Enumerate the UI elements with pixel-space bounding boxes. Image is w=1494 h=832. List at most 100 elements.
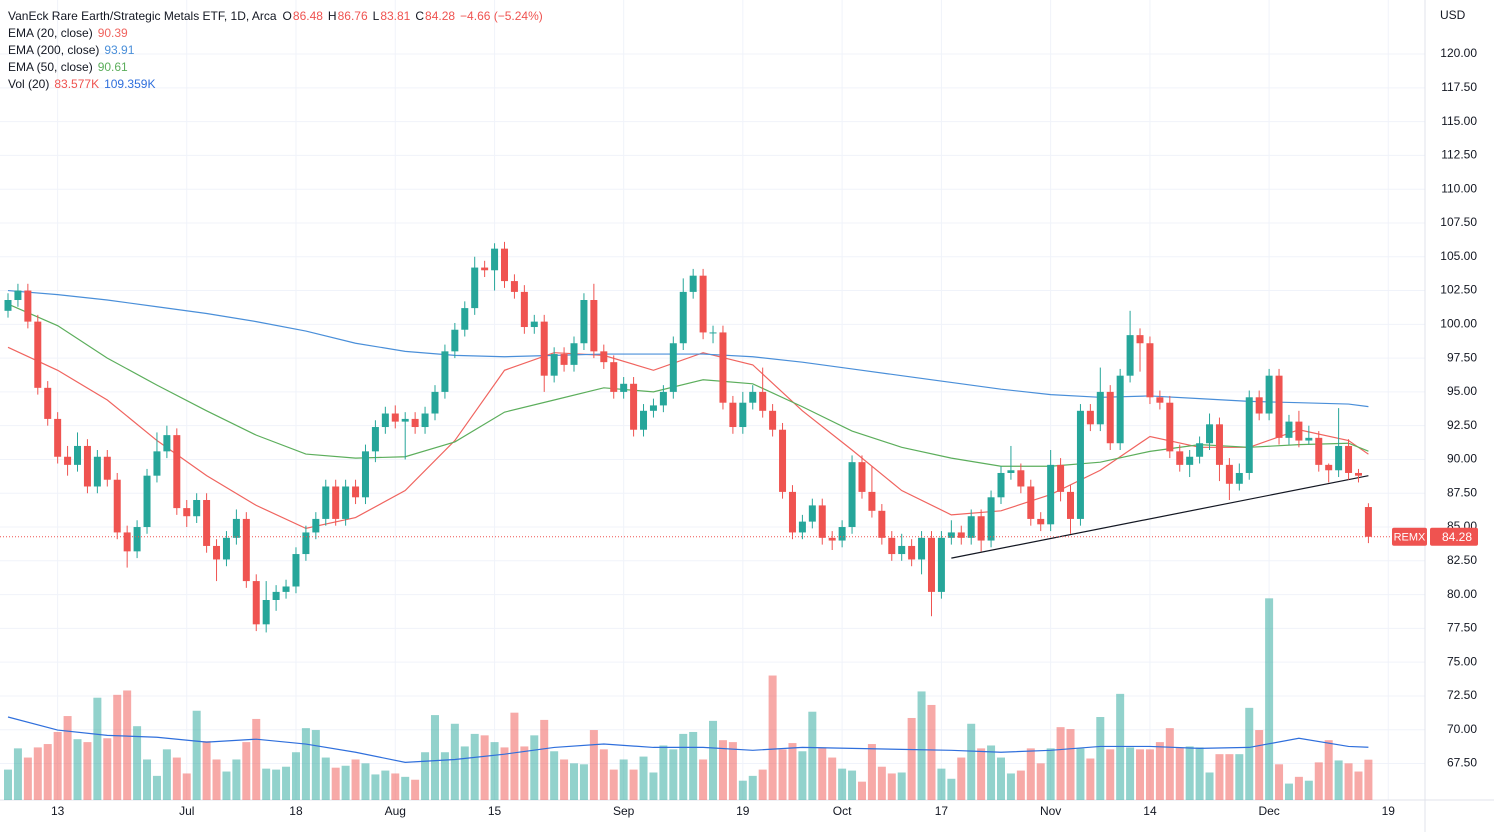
candle-body <box>34 321 42 388</box>
candle-body <box>679 291 687 344</box>
candle-body <box>640 410 648 430</box>
candle-body <box>689 275 697 292</box>
ema-line <box>7 303 1369 467</box>
x-tick-label: Nov <box>1040 804 1061 818</box>
candle-body <box>501 248 508 282</box>
candle-body <box>381 413 389 428</box>
candle-body <box>1037 518 1045 525</box>
volume-bar <box>987 745 996 800</box>
candle-body <box>788 491 796 533</box>
candle-body <box>659 391 667 406</box>
volume-bar <box>252 718 261 800</box>
volume-bar <box>1294 776 1303 800</box>
indicator-value: 109.359K <box>104 77 156 91</box>
volume-bar <box>391 773 400 800</box>
candle-body <box>530 321 538 328</box>
volume-bar <box>63 716 72 800</box>
candle-body <box>947 532 955 538</box>
volume-bar <box>947 778 956 800</box>
volume-bar <box>4 769 12 800</box>
volume-bar <box>291 752 300 800</box>
y-tick-label: 120.00 <box>1440 46 1477 60</box>
volume-bar <box>212 759 221 800</box>
volume-bar <box>351 759 360 800</box>
trend-line <box>951 475 1369 559</box>
volume-bar <box>1165 728 1174 800</box>
x-tick-label: 19 <box>1382 804 1396 818</box>
ohlc-value: 86.76 <box>337 9 368 23</box>
candle-body <box>1057 464 1065 492</box>
candle-body <box>510 281 518 292</box>
volume-bar <box>728 742 737 800</box>
ohlc-label: L <box>372 9 380 23</box>
volume-bar <box>887 773 896 800</box>
volume-bar <box>182 773 191 800</box>
volume-bar <box>272 769 281 800</box>
candle-body <box>93 456 101 487</box>
candle-body <box>441 351 449 392</box>
volume-bar <box>718 740 727 800</box>
volume-bar <box>838 768 847 800</box>
volume-bar <box>1225 754 1234 800</box>
volume-bar <box>113 694 122 800</box>
candle-body <box>153 451 161 476</box>
volume-bar <box>709 720 718 800</box>
volume-bar <box>242 742 251 800</box>
x-tick-label: Oct <box>833 804 852 818</box>
volume-bar <box>867 744 876 800</box>
indicator-value: 90.61 <box>97 60 128 74</box>
currency-label: USD <box>1440 8 1466 22</box>
candle-body <box>64 456 72 465</box>
candle-body <box>143 475 151 528</box>
volume-bar <box>1155 742 1164 800</box>
volume-bar <box>1136 749 1145 800</box>
volume-bar <box>123 690 132 800</box>
candle-body <box>669 343 677 392</box>
volume-bar <box>341 765 350 800</box>
volume-bar <box>83 742 92 800</box>
candle-body <box>620 383 628 392</box>
volume-bar <box>1314 762 1323 800</box>
y-tick-label: 67.50 <box>1447 756 1477 770</box>
legend-row: Vol (20) 83.577K 109.359K <box>8 76 543 93</box>
volume-bar <box>530 735 539 800</box>
volume-bar <box>232 759 241 800</box>
ema-line <box>7 346 1369 530</box>
candle-body <box>421 413 429 428</box>
candle-body <box>977 516 985 541</box>
candle-body <box>123 532 131 552</box>
y-tick-label: 95.00 <box>1447 384 1477 398</box>
volume-bar <box>579 764 588 800</box>
legend-title: VanEck Rare Earth/Strategic Metals ETF, … <box>8 9 277 23</box>
volume-bar <box>967 723 976 800</box>
candle-body <box>798 521 806 533</box>
volume-bar <box>857 781 866 800</box>
volume-bar <box>599 749 608 800</box>
volume-bar <box>1175 747 1184 800</box>
candle-body <box>133 527 141 552</box>
candle-body <box>1285 421 1293 438</box>
candle-body <box>898 545 906 555</box>
y-tick-label: 90.00 <box>1447 452 1477 466</box>
volume-bar <box>103 738 112 800</box>
volume-bar <box>1364 759 1373 800</box>
volume-bar <box>798 751 807 800</box>
candle-body <box>1235 472 1243 484</box>
last-price-box <box>1430 527 1478 546</box>
ohlc-value: 86.48 <box>292 9 323 23</box>
volume-bar <box>639 756 648 800</box>
candle-body <box>540 321 548 376</box>
candle-body <box>729 402 737 428</box>
candle-body <box>371 427 379 452</box>
candle-body <box>550 354 558 376</box>
candle-body <box>1325 464 1333 471</box>
candle-body <box>858 462 866 492</box>
volume-bar <box>1056 727 1065 800</box>
volume-bar <box>1344 763 1353 800</box>
candle-body <box>471 267 479 309</box>
volume-bar <box>818 747 827 800</box>
y-tick-label: 75.00 <box>1447 654 1477 668</box>
candle-body <box>580 300 588 344</box>
volume-bar <box>192 710 201 800</box>
